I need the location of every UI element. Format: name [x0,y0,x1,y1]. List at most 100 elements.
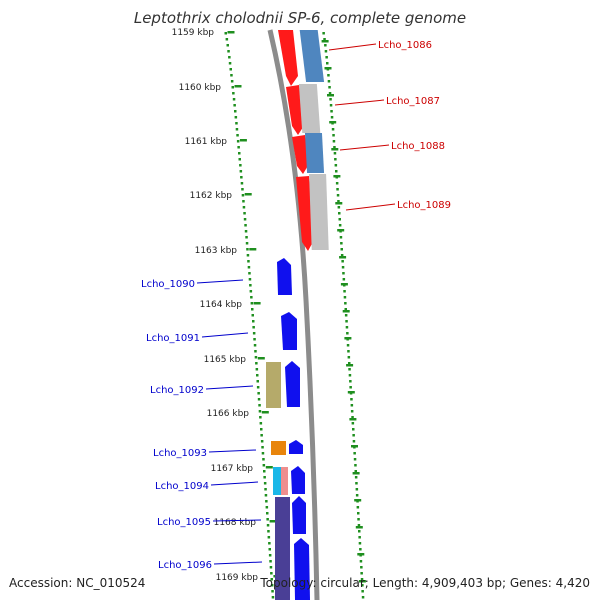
ruler-dash [331,148,339,151]
gene-label-lcho-1092[interactable]: Lcho_1092 [150,385,204,396]
gene-label-lcho-1089[interactable]: Lcho_1089 [397,200,451,211]
gene-lcho-1094-cyan[interactable] [273,467,281,495]
gene-lcho-1092[interactable] [285,361,300,407]
kbp-tick [227,31,235,34]
ruler-dash [337,229,345,232]
kbp-label: 1159 kbp [172,28,215,38]
ruler-dot [253,338,256,341]
ruler-dot [266,518,269,521]
ruler-dot [361,584,364,587]
gene-lcho-1093-orange[interactable] [271,441,286,455]
gene-lcho-1087-grey[interactable] [298,84,321,133]
gene-label-lcho-1096[interactable]: Lcho_1096 [158,560,212,571]
ruler-dot [349,386,352,389]
ruler-dot [230,80,234,83]
ruler-dash [342,310,350,313]
ruler-dot [328,92,332,95]
ruler-dash [352,472,360,475]
gene-label-lcho-1087[interactable]: Lcho_1087 [386,96,440,107]
ruler-dash [358,580,366,583]
ruler-dot [338,224,342,227]
ruler-dot [254,350,257,353]
ruler-dot [359,548,362,551]
ruler-dot [225,38,229,41]
gene-lcho-1088-steel[interactable] [304,133,325,173]
ruler-dot [268,554,272,557]
ruler-dot [327,74,330,77]
gene-lcho-1088-red[interactable] [292,135,309,174]
gene-label-lcho-1091[interactable]: Lcho_1091 [146,333,200,344]
gene-lcho-1091[interactable] [281,312,297,350]
ruler-dot [263,470,266,473]
ruler-dot [252,332,256,335]
gene-label-lcho-1093[interactable]: Lcho_1093 [153,448,207,459]
gene-label-lcho-1094[interactable]: Lcho_1094 [155,481,209,492]
ruler-dot [250,302,254,305]
gene-lcho-1093[interactable] [289,440,303,454]
ruler-dot [351,416,354,419]
gene-lcho-1094-pink[interactable] [281,467,288,495]
gene-lcho-1089-red[interactable] [296,176,314,251]
ruler-dot [338,212,341,215]
ruler-dash [346,364,354,367]
ruler-dot [360,566,363,569]
ruler-dot [263,482,267,485]
gene-label-lcho-1088[interactable]: Lcho_1088 [391,141,445,152]
ruler-dot [348,362,351,365]
gene-lcho-1089-grey[interactable] [309,174,329,250]
ruler-dot [236,134,239,137]
ruler-dot [255,362,258,365]
ruler-dot [329,104,333,107]
ruler-dot [258,404,261,407]
ruler-dot [242,200,245,203]
ruler-dot [323,38,326,41]
ruler-dot [328,86,331,89]
ruler-dot [360,572,363,575]
ruler-dot [238,152,241,155]
gene-lcho-1095-indigo[interactable] [275,497,290,600]
gene-lcho-1094[interactable] [291,466,305,494]
gene-lcho-1095[interactable] [292,496,306,534]
gene-lcho-1090[interactable] [277,258,292,295]
ruler-dot [246,254,250,257]
ruler-dash [344,337,352,340]
leader-line [208,449,257,453]
ruler-dot [261,446,264,449]
ruler-dot [253,344,257,347]
ruler-dot [337,206,341,209]
gene-label-lcho-1090[interactable]: Lcho_1090 [141,279,195,290]
gene-label-lcho-1086[interactable]: Lcho_1086 [378,40,432,51]
ruler-dot [341,266,345,269]
gene-lcho-1086-red[interactable] [278,30,298,86]
ruler-dash [357,553,365,556]
ruler-dot [243,212,246,215]
ruler-dot [269,560,272,563]
ruler-dot [340,242,343,245]
ruler-dot [239,164,242,167]
ruler-dot [252,326,255,329]
kbp-label: 1169 kbp [216,573,259,583]
ruler-dot [260,434,263,437]
gene-lcho-1096[interactable] [294,538,310,600]
gene-lcho-1092-olive[interactable] [266,362,281,408]
ruler-dot [256,386,260,389]
ruler-dot [267,530,270,533]
leader-line [339,144,390,151]
ruler-dot [334,158,337,161]
ruler-dot [343,296,347,299]
ruler-dot [249,284,252,287]
kbp-tick [269,520,277,523]
ruler-dot-tracks [224,32,365,599]
ruler-dot [231,86,234,89]
gene-label-lcho-1095[interactable]: Lcho_1095 [157,517,211,528]
genome-backbone [267,29,320,600]
ruler-dot [332,134,335,137]
gene-lcho-1086-steel[interactable] [299,30,325,82]
ruler-dot [329,98,332,101]
ruler-dot [348,374,352,377]
kbp-tick [253,302,261,305]
genome-summary: Topology: circular; Length: 4,909,403 bp… [259,576,590,590]
ruler-dash [324,67,332,70]
ruler-dot [233,104,236,107]
